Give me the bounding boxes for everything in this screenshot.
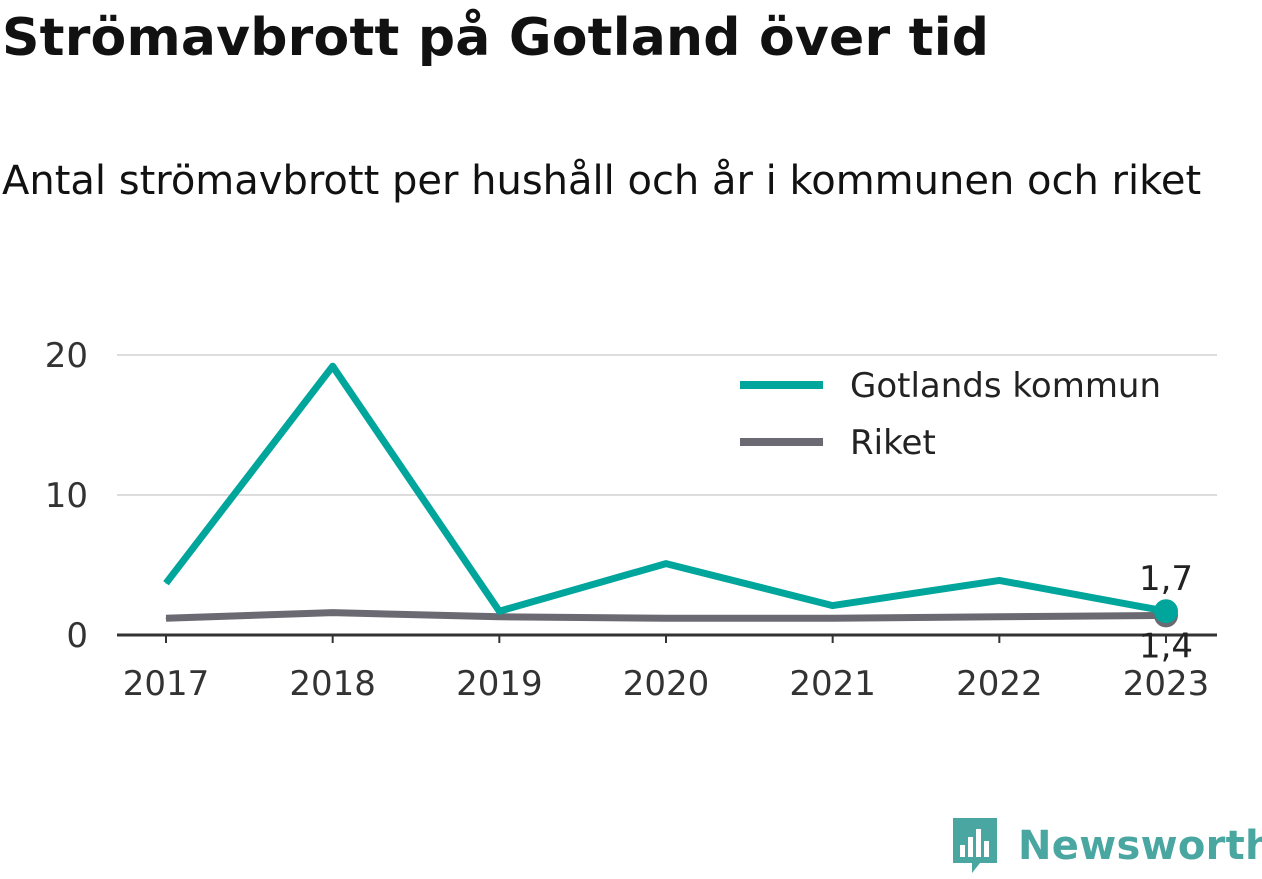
- end-label-gotland: 1,7: [1139, 559, 1193, 599]
- newsworthy-logo: Newsworthy: [950, 815, 1262, 877]
- data-point-gotland: [498, 610, 500, 612]
- newsworthy-icon: [953, 818, 997, 873]
- chart-title: Strömavbrott på Gotland över tid: [2, 8, 990, 68]
- chart-subtitle: Antal strömavbrott per hushåll och år i …: [2, 158, 1202, 204]
- legend-label-riket: Riket: [850, 423, 936, 463]
- x-tick-label: 2017: [123, 664, 210, 704]
- x-tick-label: 2021: [789, 664, 876, 704]
- data-point-gotland: [165, 582, 167, 584]
- series-line-riket: [165, 609, 1167, 622]
- x-tick-label: 2023: [1123, 664, 1210, 704]
- y-tick-label: 0: [66, 616, 88, 656]
- x-tick-label: 2020: [623, 664, 710, 704]
- data-point-riket: [832, 617, 834, 619]
- data-point-riket: [332, 612, 334, 614]
- data-point-riket: [665, 617, 667, 619]
- data-point-gotland: [1154, 599, 1178, 624]
- data-point-gotland: [998, 579, 1000, 581]
- data-point-riket: [998, 616, 1000, 618]
- data-point-gotland: [832, 605, 834, 607]
- data-point-riket: [498, 616, 500, 618]
- x-tick-label: 2019: [456, 664, 543, 704]
- legend-label-gotland: Gotlands kommun: [850, 366, 1161, 406]
- y-tick-label: 10: [45, 476, 88, 516]
- x-tick-label: 2022: [956, 664, 1043, 704]
- legend-background: [728, 358, 1190, 470]
- data-point-gotland: [332, 365, 334, 367]
- data-point-riket: [165, 617, 167, 619]
- end-label-riket: 1,4: [1139, 626, 1193, 666]
- data-point-gotland: [665, 563, 667, 565]
- y-tick-label: 20: [45, 336, 88, 376]
- brand-name: Newsworthy: [1018, 823, 1262, 869]
- x-tick-label: 2018: [289, 664, 376, 704]
